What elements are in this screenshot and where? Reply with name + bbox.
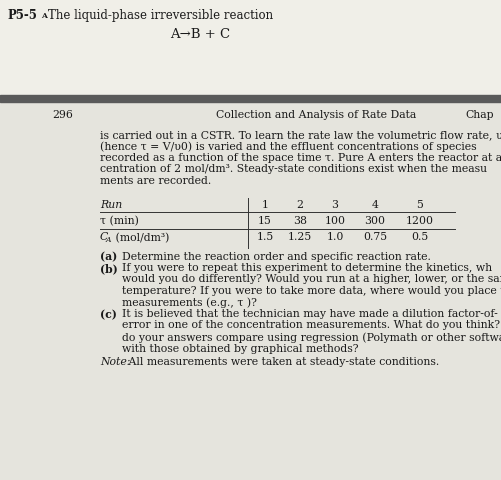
Text: 1200: 1200 xyxy=(406,216,434,226)
Text: 5: 5 xyxy=(416,200,423,209)
Text: ments are recorded.: ments are recorded. xyxy=(100,176,211,186)
Text: 38: 38 xyxy=(293,216,307,226)
Text: 1.5: 1.5 xyxy=(257,232,274,242)
Text: with those obtained by graphical methods?: with those obtained by graphical methods… xyxy=(122,344,359,353)
Text: centration of 2 mol/dm³. Steady-state conditions exist when the measu: centration of 2 mol/dm³. Steady-state co… xyxy=(100,165,487,175)
Text: The liquid-phase irreversible reaction: The liquid-phase irreversible reaction xyxy=(48,9,273,22)
Text: Run: Run xyxy=(100,200,122,209)
Text: If you were to repeat this experiment to determine the kinetics, wh: If you were to repeat this experiment to… xyxy=(122,263,492,273)
Text: is carried out in a CSTR. To learn the rate law the volumetric flow rate, υ: is carried out in a CSTR. To learn the r… xyxy=(100,130,501,140)
Text: (c): (c) xyxy=(100,309,117,320)
Text: 1.0: 1.0 xyxy=(326,232,344,242)
Text: would you do differently? Would you run at a higher, lower, or the sar: would you do differently? Would you run … xyxy=(122,275,501,285)
Text: (a): (a) xyxy=(100,252,117,263)
Text: 300: 300 xyxy=(365,216,385,226)
Text: measurements (e.g., τ )?: measurements (e.g., τ )? xyxy=(122,298,257,308)
Text: 1.25: 1.25 xyxy=(288,232,312,242)
Text: Chap: Chap xyxy=(465,110,494,120)
Text: 4: 4 xyxy=(372,200,378,209)
Text: 3: 3 xyxy=(332,200,339,209)
Bar xyxy=(0,102,501,480)
Text: recorded as a function of the space time τ. Pure A enters the reactor at a co: recorded as a function of the space time… xyxy=(100,153,501,163)
Text: τ (min): τ (min) xyxy=(100,216,139,226)
Text: do your answers compare using regression (Polymath or other softwar: do your answers compare using regression… xyxy=(122,332,501,343)
Text: Determine the reaction order and specific reaction rate.: Determine the reaction order and specifi… xyxy=(122,252,431,262)
Text: 1: 1 xyxy=(262,200,269,209)
Text: A→B + C: A→B + C xyxy=(170,28,230,41)
Text: 15: 15 xyxy=(258,216,272,226)
Text: 0.75: 0.75 xyxy=(363,232,387,242)
Text: All measurements were taken at steady-state conditions.: All measurements were taken at steady-st… xyxy=(125,357,439,367)
Text: (hence τ = V/υ0) is varied and the effluent concentrations of species: (hence τ = V/υ0) is varied and the efflu… xyxy=(100,142,476,152)
Text: C: C xyxy=(100,232,108,242)
Text: error in one of the concentration measurements. What do you think? Hc: error in one of the concentration measur… xyxy=(122,321,501,331)
Text: 100: 100 xyxy=(325,216,346,226)
Text: 296: 296 xyxy=(52,110,73,120)
Text: A: A xyxy=(106,236,112,243)
Text: (b): (b) xyxy=(100,263,118,274)
Text: P5-5: P5-5 xyxy=(7,9,37,22)
Text: It is believed that the technician may have made a dilution factor-of-: It is believed that the technician may h… xyxy=(122,309,498,319)
Text: 0.5: 0.5 xyxy=(411,232,429,242)
Text: A: A xyxy=(41,12,47,20)
Bar xyxy=(0,0,501,100)
Text: temperature? If you were to take more data, where would you place t: temperature? If you were to take more da… xyxy=(122,286,501,296)
Text: Collection and Analysis of Rate Data: Collection and Analysis of Rate Data xyxy=(216,110,416,120)
Text: (mol/dm³): (mol/dm³) xyxy=(112,232,169,243)
Text: Note:: Note: xyxy=(100,357,130,367)
Bar xyxy=(0,95,501,102)
Text: 2: 2 xyxy=(297,200,304,209)
